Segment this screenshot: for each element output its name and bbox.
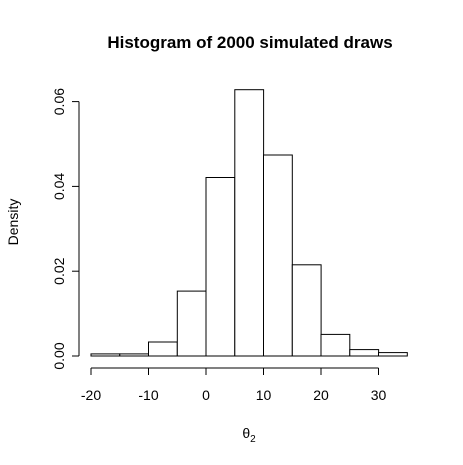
histogram-bar	[292, 265, 321, 356]
histogram-bar	[91, 354, 120, 356]
x-axis-label-main: θ	[242, 425, 250, 441]
histogram-bar	[235, 90, 264, 356]
y-tick-label: 0.04	[51, 173, 67, 200]
histogram-bar	[120, 354, 149, 356]
x-axis-label: θ2	[242, 425, 256, 445]
x-axis-label-subscript: 2	[250, 434, 256, 445]
y-axis: 0.00 0.02 0.04 0.06	[51, 88, 79, 370]
x-tick-label: 20	[313, 387, 329, 403]
y-tick-label: 0.00	[51, 342, 67, 369]
x-tick-label: 0	[202, 387, 210, 403]
x-tick-label: 30	[371, 387, 387, 403]
x-axis: -20 -10 0 10 20 30	[81, 368, 387, 403]
x-tick-label: 10	[256, 387, 272, 403]
histogram-bar	[350, 350, 379, 356]
y-tick-label: 0.02	[51, 257, 67, 284]
chart-title: Histogram of 2000 simulated draws	[107, 33, 392, 52]
y-axis-label: Density	[5, 199, 21, 246]
y-tick-label: 0.06	[51, 88, 67, 115]
x-tick-label: -10	[138, 387, 158, 403]
histogram-bar	[206, 178, 235, 357]
histogram-bar	[321, 334, 350, 356]
x-tick-label: -20	[81, 387, 101, 403]
histogram-bar	[177, 291, 206, 356]
histogram-bar	[264, 155, 293, 356]
bars-group	[91, 90, 407, 356]
histogram-bar	[379, 353, 408, 356]
histogram-bar	[149, 342, 178, 356]
